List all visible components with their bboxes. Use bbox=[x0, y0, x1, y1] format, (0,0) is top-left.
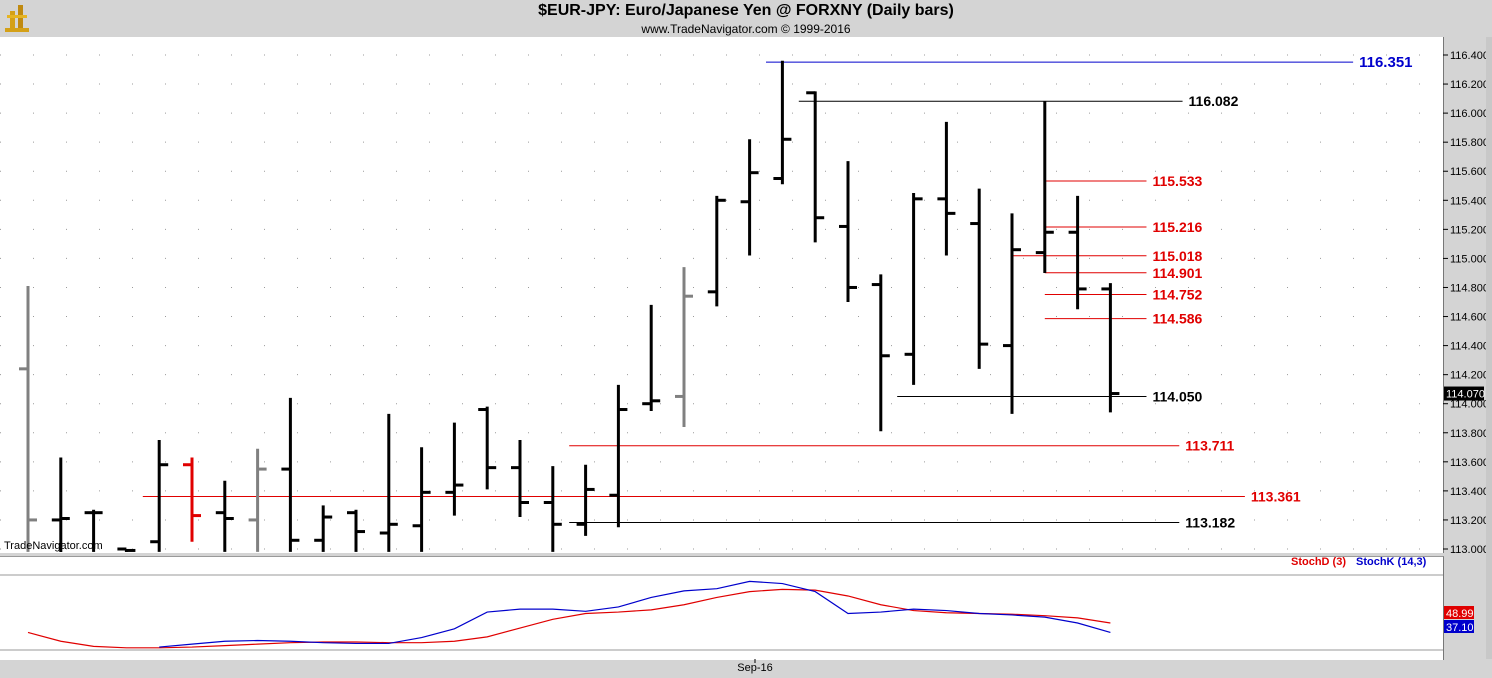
y-tick-label: 114.400 bbox=[1450, 341, 1489, 353]
ohlc-bar bbox=[1068, 195, 1087, 310]
y-tick-label: 114.800 bbox=[1450, 282, 1489, 294]
ohlc-bar bbox=[675, 267, 693, 427]
ohlc-bar bbox=[543, 466, 562, 552]
ohlc-bar bbox=[117, 547, 136, 552]
level-label: 114.050 bbox=[1152, 388, 1202, 404]
ohlc-bar bbox=[412, 447, 431, 552]
level-label: 115.216 bbox=[1152, 219, 1202, 235]
level-label: 114.586 bbox=[1152, 311, 1202, 327]
ohlc-bar bbox=[314, 505, 333, 552]
price-levels: 116.351 116.082 115.533 115.216 115.018114.9… bbox=[142, 54, 1413, 531]
ohlc-bar bbox=[773, 60, 792, 185]
ohlc-bar bbox=[609, 384, 628, 528]
level-label: 116.351 bbox=[1359, 54, 1412, 71]
level-label: 116.082 bbox=[1189, 93, 1239, 109]
level-label: 113.711 bbox=[1185, 438, 1234, 454]
trade-navigator-logo-icon bbox=[4, 3, 30, 33]
legend-stoch-d: StochD (3) bbox=[1291, 556, 1346, 568]
ohlc-bar bbox=[511, 440, 529, 518]
level-label: 113.182 bbox=[1185, 515, 1235, 531]
ohlc-bar bbox=[937, 121, 956, 256]
y-tick-label: 113.400 bbox=[1450, 486, 1489, 498]
ohlc-bar bbox=[19, 286, 37, 552]
ohlc-bar bbox=[150, 440, 169, 552]
stoch-series-line bbox=[159, 580, 1111, 648]
right-edge-strip bbox=[1486, 37, 1492, 659]
stoch-d-value-box bbox=[1444, 606, 1474, 619]
ohlc-bar bbox=[740, 139, 759, 256]
y-tick-label: 113.800 bbox=[1450, 428, 1489, 440]
ohlc-bar bbox=[347, 509, 365, 552]
ohlc-bar bbox=[478, 406, 497, 490]
y-tick-label: 113.200 bbox=[1450, 515, 1489, 527]
ohlc-bar bbox=[215, 480, 234, 552]
chart-subtitle: www.TradeNavigator.com © 1999-2016 bbox=[641, 22, 851, 36]
ohlc-bar bbox=[445, 422, 464, 516]
level-label: 113.361 bbox=[1251, 489, 1301, 505]
ohlc-bar bbox=[576, 464, 595, 536]
ohlc-bar bbox=[642, 304, 661, 411]
ohlc-bars bbox=[19, 60, 1120, 552]
ohlc-bar bbox=[1101, 283, 1120, 413]
ohlc-bar bbox=[183, 457, 201, 542]
ohlc-bar bbox=[379, 413, 398, 552]
y-tick-label: 113.600 bbox=[1450, 457, 1489, 469]
chart-title: $EUR-JPY: Euro/Japanese Yen @ FORXNY (Da… bbox=[538, 2, 954, 19]
stoch-k-value-box bbox=[1444, 620, 1474, 633]
y-tick-label: 115.600 bbox=[1450, 166, 1489, 178]
price-y-axis: 113.000 113.200 113.400 113.600 113.800 114.0… bbox=[1443, 50, 1489, 556]
y-tick-label: 115.000 bbox=[1450, 253, 1489, 265]
y-tick-label: 114.200 bbox=[1450, 370, 1489, 382]
y-tick-label: 115.200 bbox=[1450, 224, 1489, 236]
price-panel[interactable] bbox=[0, 37, 1444, 553]
y-tick-label: 116.000 bbox=[1450, 108, 1489, 120]
price-grid bbox=[0, 54, 1443, 550]
y-tick-label: 115.800 bbox=[1450, 137, 1489, 149]
stoch-series-line bbox=[27, 588, 1111, 649]
level-label: 115.533 bbox=[1152, 173, 1202, 189]
ohlc-bar bbox=[248, 448, 267, 552]
y-tick-label: 116.400 bbox=[1450, 50, 1489, 62]
level-label: 114.752 bbox=[1152, 286, 1202, 302]
last-price-box bbox=[1444, 386, 1484, 401]
y-tick-label: 115.400 bbox=[1450, 195, 1489, 207]
stoch-d-value: 48.99 bbox=[1446, 608, 1474, 620]
ohlc-bar bbox=[1035, 101, 1054, 273]
last-price-label: 114.070 bbox=[1446, 389, 1485, 401]
x-tick-label: Sep-16 bbox=[737, 662, 772, 674]
ohlc-bar bbox=[51, 457, 70, 552]
ohlc-bar bbox=[281, 397, 300, 552]
y-tick-label: 116.200 bbox=[1450, 79, 1489, 91]
ohlc-bar bbox=[806, 91, 825, 243]
watermark: TradeNavigator.com bbox=[4, 540, 103, 552]
ohlc-bar bbox=[839, 161, 857, 302]
ohlc-bar bbox=[1003, 213, 1021, 414]
level-label: 115.018 bbox=[1152, 248, 1202, 264]
legend-stoch-k: StochK (14,3) bbox=[1356, 556, 1427, 568]
y-tick-label: 114.000 bbox=[1450, 399, 1489, 411]
ohlc-bar bbox=[871, 274, 890, 432]
ohlc-bar bbox=[707, 195, 726, 307]
stochastic-panel[interactable] bbox=[0, 556, 1444, 660]
ohlc-bar bbox=[970, 188, 989, 369]
ohlc-bar bbox=[84, 509, 103, 552]
stoch-k-value: 37.10 bbox=[1446, 622, 1474, 634]
ohlc-bar bbox=[904, 193, 923, 385]
y-tick-label: 113.000 bbox=[1450, 544, 1489, 556]
level-label: 114.901 bbox=[1152, 265, 1202, 281]
y-tick-label: 114.600 bbox=[1450, 312, 1489, 324]
